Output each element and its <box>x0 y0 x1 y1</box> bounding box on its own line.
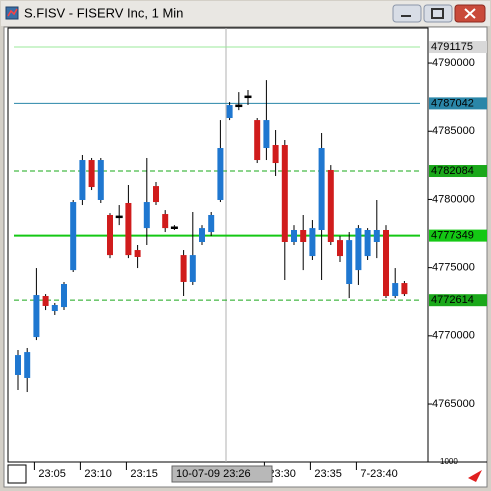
candle-body <box>125 202 132 256</box>
y-tick-label: 4775000 <box>432 262 475 274</box>
candle-body <box>318 148 325 230</box>
x-tick-label: 23:05 <box>38 468 66 480</box>
level-label-box <box>429 229 487 242</box>
candle-body <box>254 120 261 161</box>
scroll-box[interactable] <box>7 464 27 484</box>
level-label: 4772614 <box>431 294 474 306</box>
candle-body <box>51 305 58 312</box>
candle-body <box>244 95 252 99</box>
level-label: 4777349 <box>431 230 474 242</box>
candle-body <box>153 186 159 203</box>
plot-layer: 4765000 4770000 4775000 4780000 4785000 47900… <box>14 28 487 483</box>
candle-body <box>42 296 49 306</box>
candle-body <box>162 214 169 229</box>
restore-button[interactable] <box>423 4 453 23</box>
minimize-button[interactable] <box>392 4 422 23</box>
candle-body <box>401 283 408 295</box>
crosshair-label: 10-07-09 23:26 <box>176 468 251 480</box>
candle-body <box>88 160 95 188</box>
candle-body <box>383 229 389 297</box>
candle-body <box>33 295 40 338</box>
minimize-glyph <box>401 15 411 17</box>
candle-body <box>300 229 307 242</box>
candle-body <box>189 255 196 282</box>
candle-body <box>364 229 371 257</box>
autoscroll-arrow[interactable] <box>468 470 482 482</box>
icon-glyph <box>7 8 18 17</box>
candle-body <box>79 160 86 200</box>
level-label: 4782084 <box>431 165 474 177</box>
candle-body <box>61 284 67 308</box>
corner-label: 1000 <box>440 457 458 466</box>
candle-body <box>263 120 270 149</box>
candle-body <box>235 104 243 108</box>
candle-body <box>337 240 343 257</box>
candle-body <box>291 229 297 242</box>
y-tick-label: 4790000 <box>432 57 475 69</box>
window-title: S.FISV - FISERV Inc, 1 Min <box>24 5 183 20</box>
candle-body <box>107 214 113 256</box>
candle-body <box>281 145 288 242</box>
candle-body <box>392 283 399 297</box>
level-label-box <box>429 294 487 307</box>
candle-body <box>226 105 233 119</box>
candle-body <box>70 202 77 271</box>
level-label: 4787042 <box>431 97 474 109</box>
x-tick-label: 23:30 <box>268 468 296 480</box>
x-tick-label: 23:15 <box>130 468 158 480</box>
level-label: 4791175 <box>431 41 473 53</box>
level-label-box <box>429 165 487 178</box>
candle-body <box>115 215 123 219</box>
window-buttons[interactable] <box>392 4 486 23</box>
candle-body <box>346 240 353 285</box>
candle-body <box>24 352 31 378</box>
candle-body <box>180 255 187 282</box>
candle-body <box>355 228 362 271</box>
level-label-box <box>429 41 487 54</box>
candle-body <box>272 145 279 164</box>
crosshair-label-box <box>171 465 273 483</box>
candle-body <box>134 250 141 258</box>
candle-body <box>373 229 380 242</box>
candle-body <box>15 355 21 375</box>
candle-body <box>143 202 150 229</box>
candle-body <box>97 160 104 200</box>
level-label-box <box>429 97 487 110</box>
y-tick-label: 4785000 <box>432 125 475 137</box>
close-glyph <box>464 8 476 19</box>
candle-body <box>170 226 178 229</box>
candle-body <box>199 228 205 242</box>
candle-body <box>327 169 334 242</box>
y-tick-label: 4780000 <box>432 193 475 205</box>
candle-body <box>309 228 316 257</box>
restore-glyph <box>431 8 444 19</box>
candle-body <box>217 148 224 200</box>
x-tick-label: 23:35 <box>314 468 342 480</box>
candle-body <box>208 214 215 233</box>
y-tick-label: 4765000 <box>432 398 475 410</box>
x-tick-label: 7-23:40 <box>360 468 397 480</box>
x-tick-label: 23:10 <box>84 468 112 480</box>
y-tick-label: 4770000 <box>432 330 475 342</box>
